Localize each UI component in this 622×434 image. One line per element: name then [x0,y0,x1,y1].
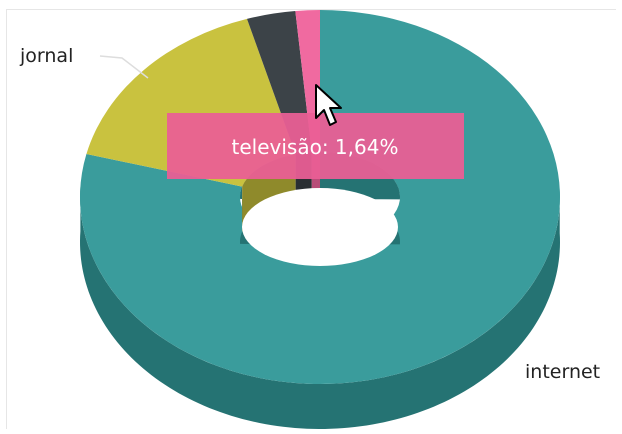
slice-label-jornal: jornal [19,45,73,67]
tooltip-text: televisão: 1,64% [232,135,399,159]
slice-label-internet: internet [525,361,600,383]
donut-hole [242,188,398,266]
tooltip: televisão: 1,64% [167,113,464,179]
